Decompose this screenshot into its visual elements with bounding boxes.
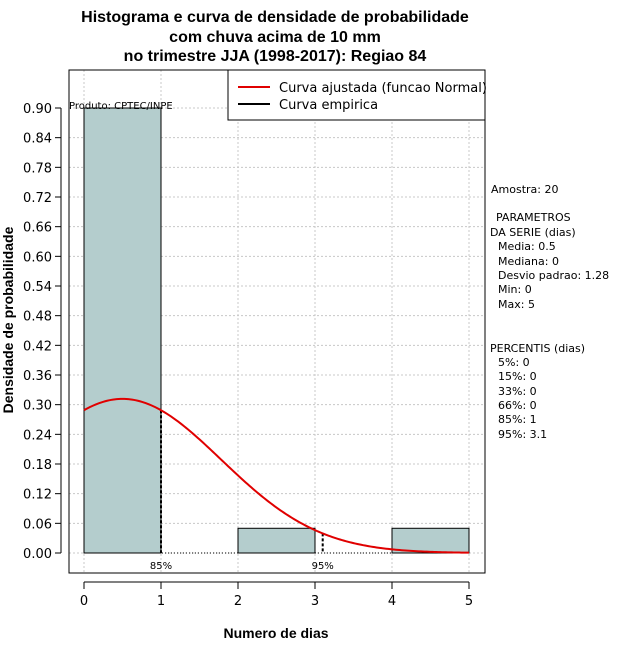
- x-tick-label: 1: [157, 594, 165, 609]
- legend-label-empirical: Curva empirica: [279, 98, 378, 113]
- x-tick-label: 0: [80, 594, 88, 609]
- params-title: PARAMETROS: [496, 211, 571, 224]
- y-tick-label: 0.06: [23, 517, 52, 532]
- percentile-85: 85%: 1: [498, 413, 537, 426]
- percentile-33: 33%: 0: [498, 385, 537, 398]
- percentile-95: 95%: 3.1: [498, 428, 547, 441]
- percentile-15: 15%: 0: [498, 370, 537, 383]
- y-tick-label: 0.18: [23, 458, 52, 473]
- legend-label-fitted: Curva ajustada (funcao Normal): [279, 81, 487, 96]
- param-max: Max: 5: [498, 298, 535, 311]
- param-mean: Media: 0.5: [498, 240, 556, 253]
- y-tick-label: 0.84: [23, 132, 52, 147]
- param-min: Min: 0: [498, 283, 532, 296]
- title-line-1: Histograma e curva de densidade de proba…: [81, 9, 469, 26]
- legend-box: [227, 69, 486, 121]
- percentile-marker-label: 95%: [312, 561, 334, 572]
- y-tick-label: 0.66: [23, 221, 52, 236]
- y-axis-title: Densidade de probabilidade: [0, 226, 16, 413]
- y-tick-label: 0.78: [23, 161, 52, 176]
- percentile-marker-label: 85%: [150, 561, 172, 572]
- y-tick-label: 0.36: [23, 369, 52, 384]
- title-line-2: com chuva acima de 10 mm: [169, 29, 381, 46]
- y-tick-label: 0.48: [23, 310, 52, 325]
- param-median: Mediana: 0: [498, 255, 559, 268]
- y-tick-label: 0.12: [23, 488, 52, 503]
- source-note: Produto: CPTEC/INPE: [69, 101, 173, 112]
- x-tick-label: 3: [311, 594, 319, 609]
- sample-size: Amostra: 20: [491, 183, 558, 196]
- legend: Curva ajustada (funcao Normal) Curva emp…: [227, 69, 487, 121]
- histogram-bar: [391, 527, 470, 554]
- x-tick-label: 4: [388, 594, 396, 609]
- y-tick-label: 0.24: [23, 428, 52, 443]
- y-tick-label: 0.90: [23, 102, 52, 117]
- percentiles-title: PERCENTIS (dias): [490, 342, 585, 355]
- x-tick-label: 5: [465, 594, 473, 609]
- axes: 0 1 2 3 4 5 0.00 0.06 0.12 0.18 0.24 0.30 0.36 0.42 0.…: [23, 102, 473, 609]
- percentile-66: 66%: 0: [498, 399, 537, 412]
- fitted-normal-curve: [83, 397, 470, 554]
- title-line-3: no trimestre JJA (1998-2017): Regiao 84: [124, 48, 427, 65]
- y-tick-label: 0.30: [23, 399, 52, 414]
- percentile-5: 5%: 0: [498, 356, 530, 369]
- statistics-panel: Amostra: 20 PARAMETROS DA SERIE (dias) M…: [490, 183, 609, 441]
- histogram-bar: [83, 107, 162, 554]
- param-sd: Desvio padrao: 1.28: [498, 269, 609, 282]
- x-axis-title: Numero de dias: [223, 625, 328, 641]
- histogram-bars: [83, 107, 470, 554]
- y-tick-label: 0.00: [23, 547, 52, 562]
- y-tick-label: 0.60: [23, 250, 52, 265]
- curves: [83, 397, 470, 554]
- y-tick-label: 0.42: [23, 339, 52, 354]
- params-subtitle: DA SERIE (dias): [490, 226, 576, 239]
- percentile-markers: 85% 95%: [150, 410, 334, 572]
- chart-title: Histograma e curva de densidade de proba…: [81, 9, 469, 65]
- y-tick-label: 0.72: [23, 191, 52, 206]
- histogram-bar: [237, 527, 316, 554]
- y-tick-label: 0.54: [23, 280, 52, 295]
- x-tick-label: 2: [234, 594, 242, 609]
